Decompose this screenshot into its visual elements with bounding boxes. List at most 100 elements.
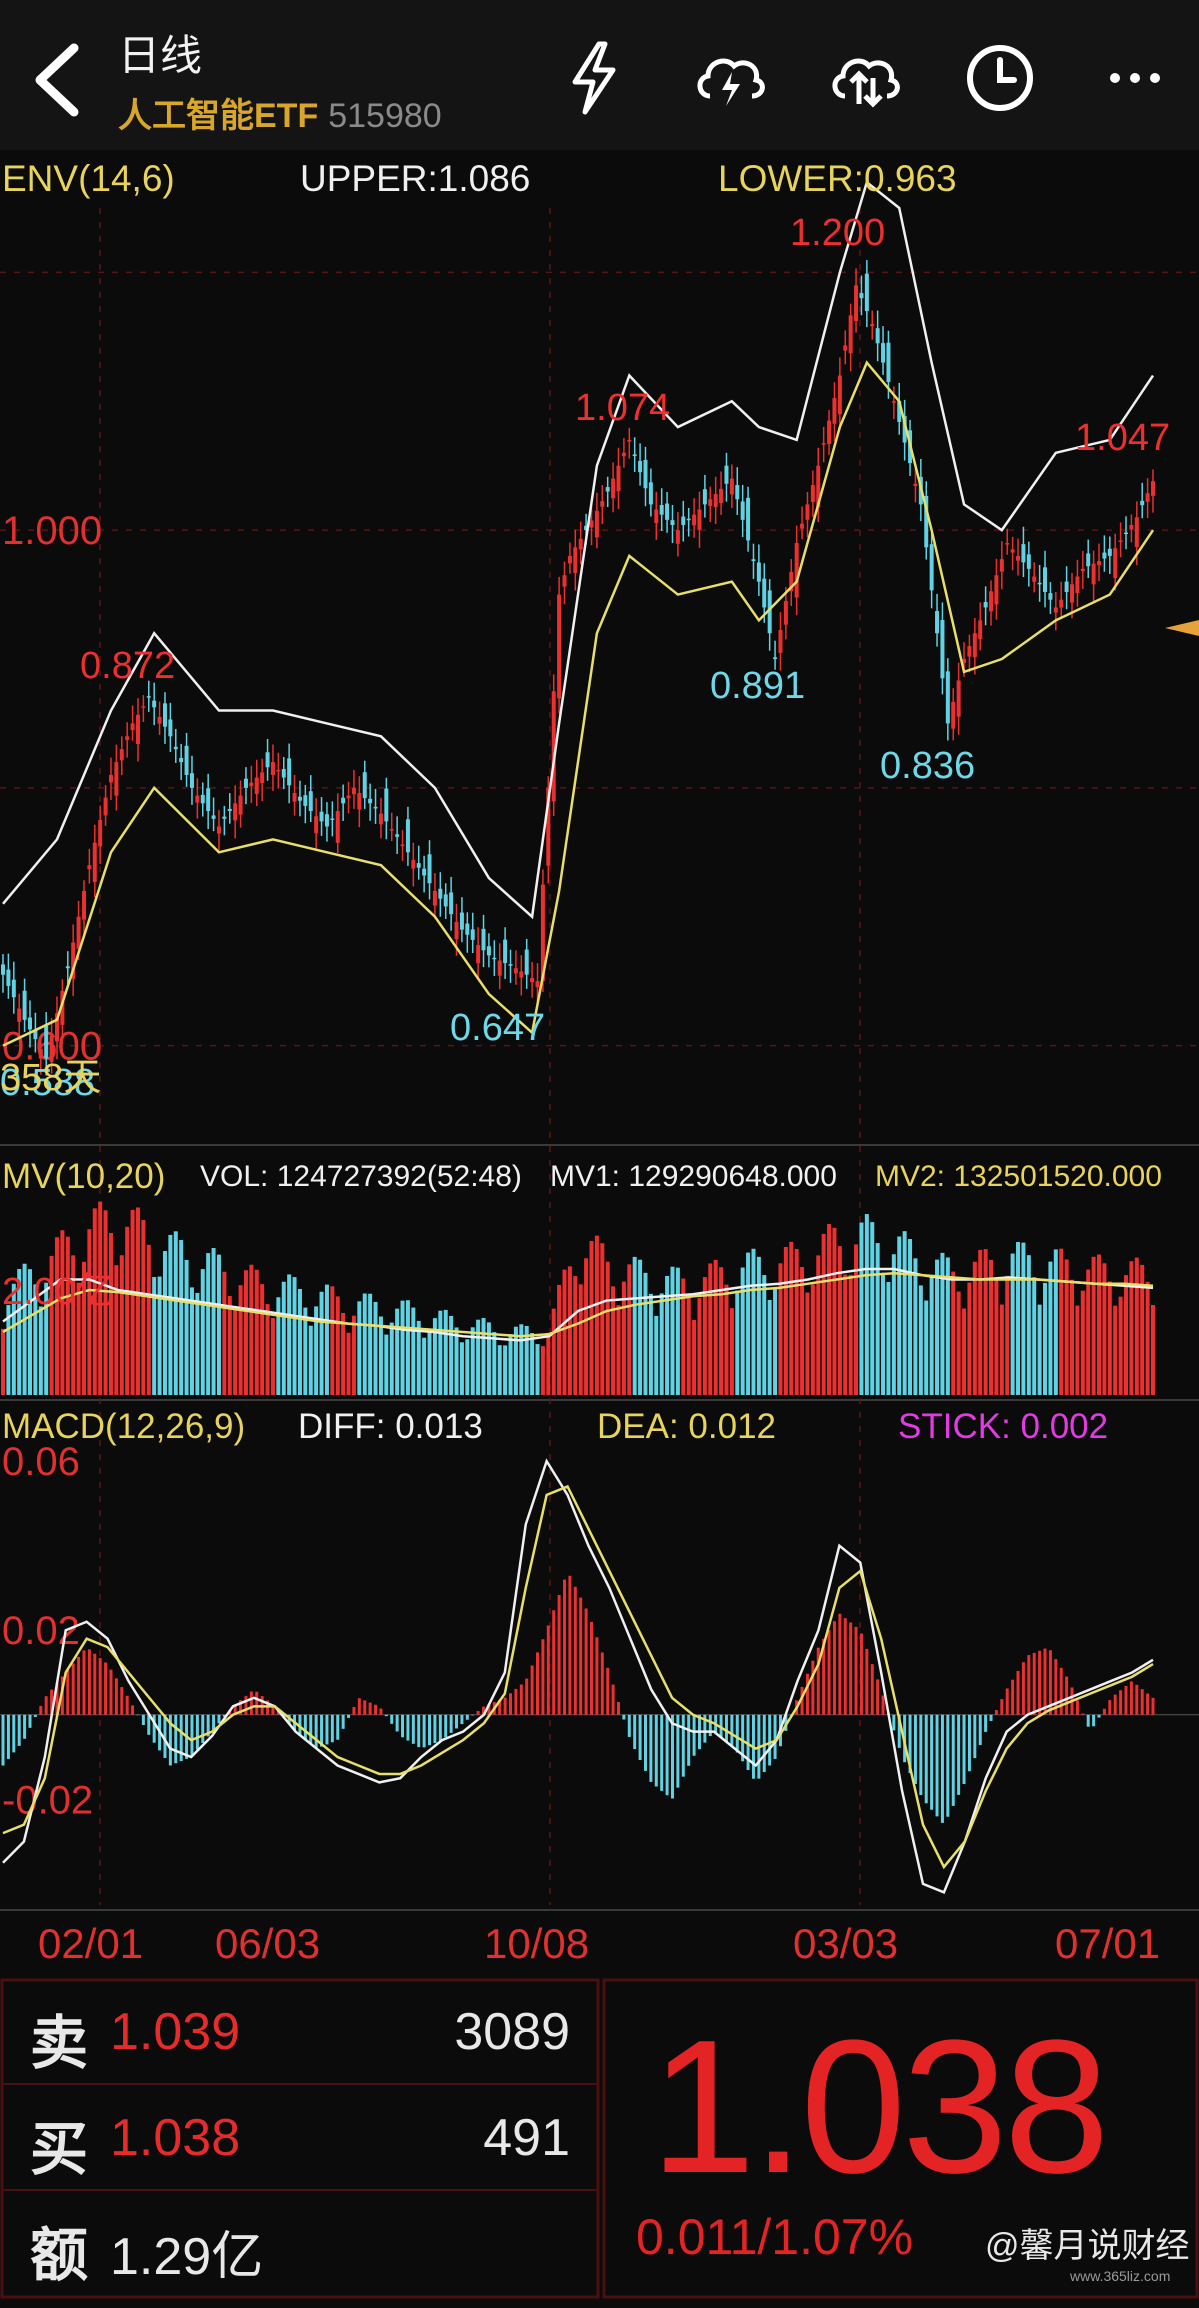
candle-body (778, 630, 783, 653)
candle-body (794, 543, 799, 598)
volume-bar (848, 1274, 853, 1395)
candle-body (1021, 544, 1026, 563)
candle-body (341, 797, 346, 804)
volume-bar (854, 1244, 859, 1395)
volume-bar (270, 1318, 275, 1395)
candle-body (173, 746, 178, 750)
candle-body (643, 459, 648, 489)
cloud-lightning-icon[interactable] (690, 38, 770, 118)
volume-bar (1032, 1277, 1037, 1395)
candle-body (913, 483, 918, 486)
volume-bar (859, 1222, 864, 1395)
volume-bar (654, 1315, 659, 1395)
back-arrow-icon[interactable] (22, 40, 92, 120)
volume-bar (1064, 1259, 1069, 1395)
volume-bar (1, 1328, 5, 1395)
candle-body (108, 774, 113, 783)
candle-body (621, 452, 626, 457)
x-tick-label: 03/03 (793, 1920, 898, 1967)
candle-body (314, 816, 319, 834)
volume-bar (632, 1256, 637, 1395)
candle-body (65, 966, 70, 969)
volume-bar (870, 1222, 875, 1395)
x-tick-label: 06/03 (215, 1920, 320, 1967)
bid-label: 买 (30, 2117, 89, 2182)
volume-bar (243, 1270, 248, 1395)
candle-body (1064, 581, 1069, 592)
mv-vol: VOL: 124727392(52:48) (200, 1160, 522, 1193)
volume-bar (81, 1261, 86, 1395)
candle-body (465, 923, 470, 935)
candle-body (800, 523, 805, 529)
volume-bar (76, 1282, 81, 1395)
volume-bar (1118, 1296, 1123, 1395)
candle-body (146, 696, 151, 698)
volume-bar (1037, 1304, 1042, 1395)
volume-bar (368, 1293, 373, 1395)
candle-body (400, 844, 405, 847)
lightning-icon[interactable] (555, 38, 635, 118)
volume-bar (702, 1277, 707, 1395)
candle-body (989, 591, 994, 612)
volume-bar (362, 1293, 367, 1395)
volume-bar (130, 1209, 135, 1395)
dea-line (2, 1484, 1154, 1870)
candle-body (1053, 607, 1058, 613)
volume-bar (98, 1201, 103, 1395)
candle-body (870, 323, 875, 327)
volume-bar (638, 1259, 643, 1395)
volume-bar (416, 1320, 421, 1395)
volume-bar (1016, 1242, 1021, 1395)
candle-body (573, 547, 578, 573)
quote-panel-frame (0, 1978, 1199, 2299)
volume-bar (546, 1332, 551, 1395)
volume-bar (6, 1305, 11, 1395)
volume-bar (751, 1248, 756, 1395)
x-tick-label: 02/01 (38, 1920, 143, 1967)
volume-bar (454, 1327, 459, 1395)
volume-bar (540, 1346, 545, 1395)
candle-body (713, 494, 718, 508)
volume-bar (92, 1208, 97, 1395)
volume-bar (983, 1249, 988, 1395)
candle-body (848, 315, 853, 354)
volume-bar (600, 1243, 605, 1395)
candle-body (681, 516, 686, 525)
candle-body (211, 815, 216, 819)
volume-bar (1129, 1261, 1134, 1395)
volume-bar (729, 1308, 734, 1395)
candle-body (222, 816, 227, 819)
volume-bar (22, 1263, 27, 1395)
volume-bar (994, 1280, 999, 1395)
mv-mv2: MV2: 132501520.000 (875, 1160, 1162, 1193)
top-bar: 日线 人工智能ETF 515980 (0, 0, 1199, 150)
volume-bar (913, 1258, 918, 1395)
volume-bar (681, 1278, 686, 1395)
amount-row: 额 1.29亿 (30, 2208, 570, 2308)
candle-body (697, 509, 702, 530)
candle-body (303, 795, 308, 806)
candle-body (438, 888, 443, 899)
volume-bar (443, 1309, 448, 1395)
cloud-sync-icon[interactable] (825, 38, 905, 118)
candle-body (297, 796, 302, 801)
volume-bar (762, 1275, 767, 1395)
clock-icon[interactable] (960, 38, 1040, 118)
candle-body (125, 736, 130, 740)
volume-bar (303, 1307, 308, 1395)
chart-area[interactable]: 1.000 0.600 0.872 0.647 1.074 0.891 1.200 0.836… (0, 150, 1199, 1983)
volume-bar (1107, 1281, 1112, 1395)
candle-body (81, 890, 86, 920)
candle-body (962, 659, 967, 663)
volume-bar (470, 1327, 475, 1395)
volume-bar (11, 1283, 16, 1395)
candle-body (1102, 552, 1107, 559)
volume-bar (1134, 1257, 1139, 1395)
kline-chart[interactable]: 1.0000.6000.8720.6471.0740.8911.2000.836… (0, 150, 1199, 1978)
candle-body (589, 520, 594, 528)
candle-body (1016, 555, 1021, 561)
volume-bar (49, 1255, 54, 1395)
more-icon[interactable] (1095, 38, 1175, 118)
volume-bar (1010, 1253, 1015, 1395)
volume-bar (1140, 1264, 1145, 1395)
